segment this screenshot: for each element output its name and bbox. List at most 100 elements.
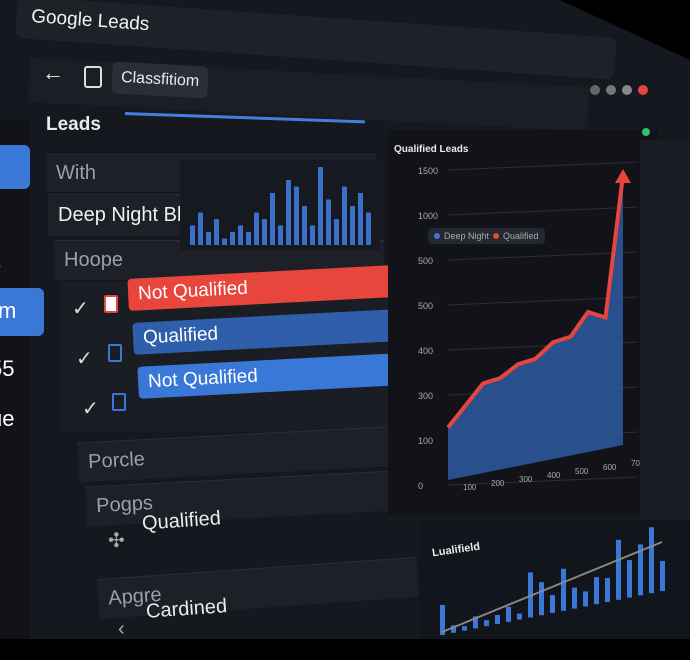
mini-bar-chart xyxy=(180,160,380,250)
page-title: Leads xyxy=(46,114,101,135)
clipboard-icon xyxy=(104,295,118,313)
bottom-trend-line xyxy=(441,541,663,633)
bottom-bar xyxy=(495,615,500,624)
x-tick-label: 200 xyxy=(491,479,505,488)
x-tick-label: 300 xyxy=(519,475,533,484)
x-tick-label: 400 xyxy=(547,471,561,480)
bottom-bar xyxy=(660,561,665,591)
sparkle-icon: ✣ xyxy=(108,530,125,552)
grid-line xyxy=(447,476,639,486)
mini-bar xyxy=(254,212,259,245)
bottom-bar xyxy=(638,544,643,596)
status-dot-icon xyxy=(642,128,650,136)
mini-bar xyxy=(366,212,371,245)
arrow-left-icon[interactable]: ← xyxy=(42,60,64,85)
bottom-bar xyxy=(649,527,654,594)
chart-title: Qualified Leads xyxy=(394,144,469,155)
mini-bar xyxy=(246,232,251,245)
mini-bar xyxy=(302,206,307,245)
bottom-chart xyxy=(440,527,665,635)
mini-bar xyxy=(262,219,267,245)
bottom-bar xyxy=(594,577,599,605)
notification-icon[interactable] xyxy=(638,85,648,95)
mini-bar xyxy=(342,186,347,245)
sidebar-item-active[interactable] xyxy=(0,145,30,189)
bottom-bar xyxy=(473,616,478,629)
y-tick-label: 100 xyxy=(418,436,433,446)
mini-bar xyxy=(294,186,299,245)
scan-icon[interactable] xyxy=(84,66,102,88)
bottom-bar xyxy=(561,568,566,611)
tab-classification[interactable]: Classfitiom xyxy=(111,61,210,99)
legend-swatch xyxy=(493,233,500,239)
bottom-bar xyxy=(583,591,588,607)
y-tick-label: 300 xyxy=(418,391,433,401)
bottom-bar xyxy=(451,625,456,633)
arrow-left-icon[interactable]: ‹ xyxy=(118,618,125,640)
bottom-chart-panel: Lualifield xyxy=(420,520,690,639)
sidebar: s m 55 ue xyxy=(0,120,44,639)
clipboard-icon xyxy=(108,344,122,362)
mini-bar xyxy=(326,199,331,245)
control-icon[interactable] xyxy=(622,85,632,95)
bottom-bar xyxy=(550,595,555,613)
x-tick-label: 700 xyxy=(631,459,645,468)
mini-bar xyxy=(214,219,219,245)
mini-bar xyxy=(278,225,283,245)
sidebar-item[interactable]: ue xyxy=(0,406,15,431)
mini-bar xyxy=(190,225,195,245)
mini-bar xyxy=(334,219,339,245)
bottom-bar xyxy=(517,613,522,620)
y-tick-label: 400 xyxy=(418,346,433,356)
mini-bar xyxy=(318,167,323,245)
x-tick-label: 600 xyxy=(603,463,617,472)
grid-line xyxy=(447,251,639,261)
line-series-qualified xyxy=(446,174,625,429)
y-tick-label: 0 xyxy=(418,481,423,491)
bottom-bar xyxy=(572,587,577,609)
grid-line xyxy=(447,206,639,216)
check-icon[interactable]: ✓ xyxy=(76,348,93,370)
bottom-bar xyxy=(627,560,632,598)
x-tick-label: 100 xyxy=(463,483,477,492)
mini-bar xyxy=(222,238,227,245)
y-tick-label: 500 xyxy=(418,256,433,266)
x-tick-label: 500 xyxy=(575,467,589,476)
legend-label: Deep Night xyxy=(444,231,490,241)
y-tick-label: 1500 xyxy=(418,166,438,176)
sidebar-item[interactable]: s xyxy=(0,250,1,276)
control-icon[interactable] xyxy=(606,85,616,95)
control-icon[interactable] xyxy=(590,85,600,95)
mini-bar xyxy=(230,232,235,245)
grid-line xyxy=(447,161,639,171)
mini-bar xyxy=(198,212,203,245)
list-item[interactable]: Qualified xyxy=(141,507,222,535)
bottom-bar xyxy=(484,620,489,627)
chart-legend: Deep Night Qualified xyxy=(428,228,545,244)
mini-bar xyxy=(206,232,211,245)
sidebar-item[interactable]: 55 xyxy=(0,356,15,381)
check-icon[interactable]: ✓ xyxy=(82,398,99,420)
y-tick-label: 1000 xyxy=(418,211,438,221)
chart-panel: Qualified Leads 0 100 300 400 500 500 1000 1500… xyxy=(388,130,658,515)
bottom-bar xyxy=(539,582,544,616)
check-icon[interactable]: ✓ xyxy=(72,298,89,320)
window-controls xyxy=(590,85,648,95)
mini-bar xyxy=(358,193,363,245)
bottom-bar xyxy=(605,578,610,602)
y-tick-label: 500 xyxy=(418,301,433,311)
legend-label: Qualified xyxy=(503,231,539,241)
qualified-leads-chart: 0 100 300 400 500 500 1000 1500 100 200 300 400 500 6… xyxy=(418,161,645,492)
area-series-deep-night xyxy=(448,175,623,480)
mini-bar xyxy=(238,225,243,245)
list-item[interactable]: Cardined xyxy=(145,595,228,623)
clipboard-icon xyxy=(112,393,126,411)
bottom-bar xyxy=(462,626,467,631)
sidebar-item[interactable]: m xyxy=(0,288,44,336)
mini-bar xyxy=(310,225,315,245)
bottom-bar xyxy=(616,539,621,600)
mini-bar xyxy=(350,206,355,245)
app-window: Google Leads ← Classfitiom s m 55 ue Lea… xyxy=(0,0,690,639)
mini-bar xyxy=(270,193,275,245)
bottom-bar xyxy=(506,606,511,622)
